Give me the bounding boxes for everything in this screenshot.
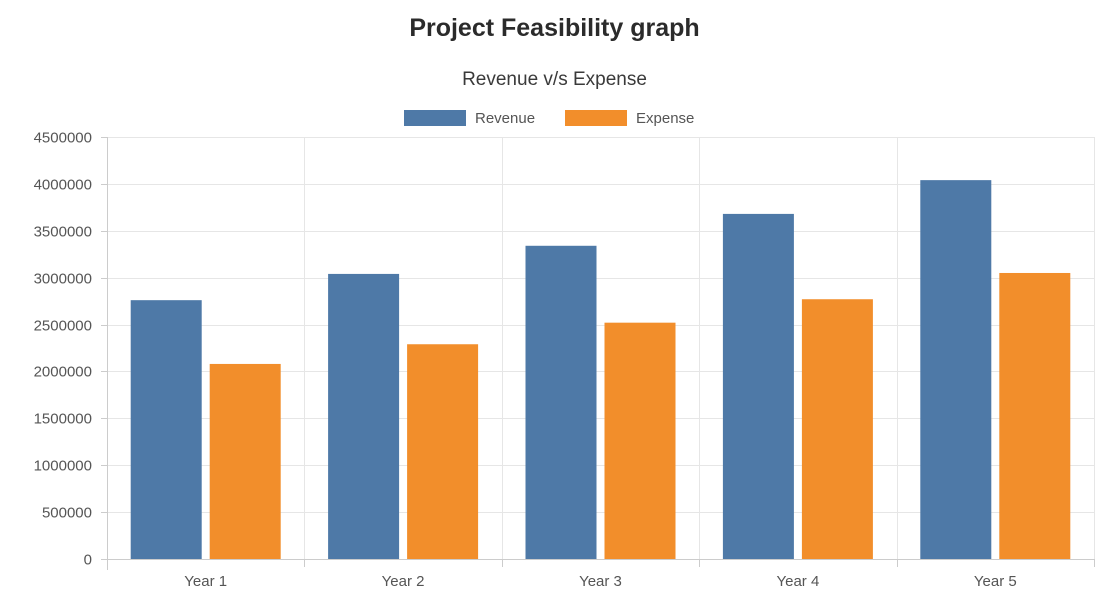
bar-revenue-year-2 [328, 273, 400, 559]
bar-expense-year-4 [801, 299, 873, 559]
x-tick-label: Year 3 [579, 573, 622, 590]
legend-swatch-revenue [404, 110, 466, 126]
bar-expense-year-1 [209, 363, 281, 559]
bars [130, 180, 1071, 560]
legend-label-expense: Expense [636, 109, 695, 127]
page-title: Project Feasibility graph [409, 14, 700, 42]
bar-revenue-year-5 [920, 180, 992, 560]
y-tick-label: 1500000 [34, 411, 92, 428]
legend-item-expense[interactable]: Expense [565, 108, 694, 128]
bar-expense-year-2 [407, 344, 479, 559]
bar-expense-year-5 [999, 272, 1071, 559]
x-tick-label: Year 5 [974, 573, 1017, 590]
x-tick-label: Year 2 [382, 573, 425, 590]
x-tick-label: Year 4 [776, 573, 819, 590]
y-tick-label: 2500000 [34, 318, 92, 335]
legend-swatch-expense [565, 110, 627, 126]
legend-item-revenue[interactable]: Revenue [404, 108, 535, 128]
chart-title: Revenue v/s Expense [462, 69, 647, 90]
y-tick-label: 2000000 [34, 364, 92, 381]
bar-revenue-year-1 [130, 300, 202, 559]
y-tick-label: 3500000 [34, 224, 92, 241]
chart-legend: Revenue Expense [0, 108, 1109, 128]
y-tick-label: 1000000 [34, 458, 92, 475]
y-tick-label: 0 [84, 552, 92, 569]
axes [101, 137, 1095, 570]
y-tick-label: 4500000 [34, 130, 92, 147]
y-tick-label: 3000000 [34, 271, 92, 288]
tick-labels: 0 500000 1000000 1500000 2000000 2500000 30000… [34, 130, 1017, 591]
bar-revenue-year-3 [525, 245, 597, 559]
y-tick-label: 500000 [42, 505, 92, 522]
bar-expense-year-3 [604, 322, 676, 559]
legend-label-revenue: Revenue [475, 109, 536, 127]
y-tick-label: 4000000 [34, 177, 92, 194]
x-tick-label: Year 1 [184, 573, 227, 590]
bar-revenue-year-4 [722, 213, 794, 560]
